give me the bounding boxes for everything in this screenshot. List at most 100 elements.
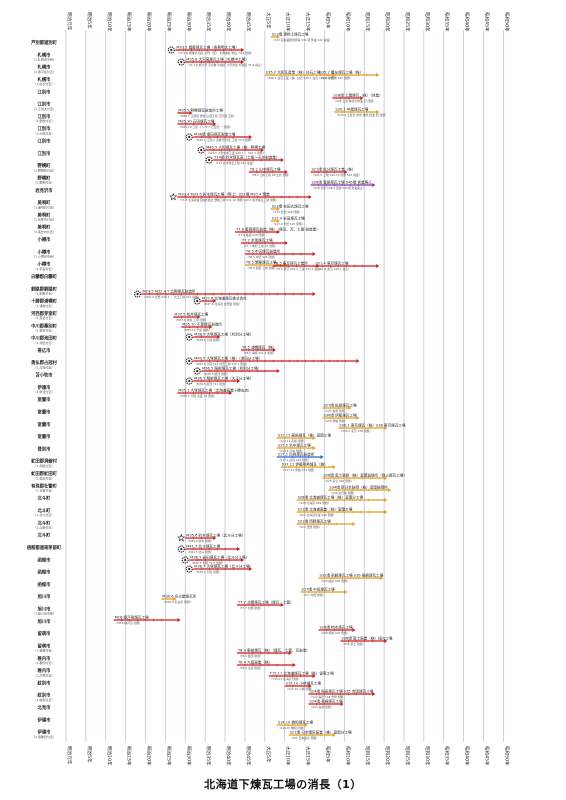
factory-note: （S24 長崎 閉鎖） [310,705,334,709]
year-label-top: 明治25年 [165,12,172,32]
year-label-bottom: 昭和5年 [324,746,331,763]
bar-arrow [229,391,233,395]
bar-arrow [213,299,217,303]
bar-arrow [280,158,284,162]
region-label: 十勝郡浦幌町 [31,298,57,305]
region-label: 河西郡芽室町 [30,310,57,317]
region-sublabel: （1.野幌町付近） [32,167,56,172]
region-sublabel: （1.伊達付近） [34,389,55,394]
factory-note: （S23 完稼業経営者等 S30 頃 休業 S32 廃業） [272,38,333,42]
factory-label: S17.9 米田煉瓦工場 [272,215,305,220]
factory-label: T8.2 山中煉瓦工場 [249,166,281,171]
region-sublabel: （1.紋別付近） [34,697,55,702]
region-label: 北斗町 [38,532,52,539]
region-sublabel: （3.白石付近） [34,81,55,86]
gear-icon-hub [208,158,211,162]
factory-label: S21.4 東京煉瓦工場 [316,260,349,265]
region-label: 札幌市 [37,76,52,83]
factory-note: （S28 富士 S45 閉鎖） [323,479,353,483]
region-label: 江別市 [38,113,52,120]
factory-note: （M35.10 江別 ノンペツ 石田氏 一 閉鎖） [178,125,232,129]
year-label-bottom: 昭和25年 [404,746,411,766]
region-sublabel: （1.壮瞥付近） [34,488,55,493]
bar-arrow [177,618,181,622]
bar-arrow [308,195,312,199]
gear-icon-hub [200,148,203,152]
factory-note: （M40.5 大塚 S41 池田工場 S45.1 閉鎖） [194,362,248,366]
bar-arrow [276,207,280,211]
factory-label: T8.4 大庭窯業（株） [237,659,272,664]
bar-arrow [312,436,316,440]
factory-note: （S17.1 白鳥 S29 閉鎖） [278,458,311,462]
factory-label: M37.5 松井煉瓦工場 [174,311,208,316]
year-label-bottom: 明治30年 [185,746,192,766]
region-sublabel: （2.上磯付近） [34,525,55,530]
region-label: 小樽市 [37,248,52,255]
factory-note: （S21 北海道窯業 S48 閉鎖） [298,513,337,517]
factory-note: （M16 楠戸島 閉鎖） [115,621,142,625]
region-sublabel: （1.占冠付近） [34,364,55,369]
factory-note: （T8.5 東京 S24.1 工業 S34.1 廃止） [274,267,323,271]
factory-note: （M41.5 北斗 閉鎖） [186,550,213,554]
factory-note: （S21 日本電気 閉鎖） [290,736,320,740]
factory-note: （M38.5 大塚 閉鎖） [194,338,221,342]
region-sublabel: （1.旭川旧市街） [32,611,56,616]
bar-arrow [276,219,280,223]
region-sublabel: （1.芽室付近） [34,315,55,320]
year-label-top: 昭和45年 [483,12,490,32]
gear-icon [177,58,185,66]
gear-icon-hub [180,547,183,551]
region-label: 芦別都道別町 [31,39,57,46]
factory-label: S34頃 新日本製鐵（株）室蘭製鐵所 [329,484,388,489]
factory-label: S36.1 東京煉瓦（株）S38 東京煉瓦工場 [339,422,406,427]
bar-arrow [356,416,360,420]
year-label-top: 明治5年 [86,12,93,29]
bar-arrow [372,183,376,187]
region-label: 苫小牧市 [35,372,53,379]
year-label-bottom: 明治10年 [106,746,113,766]
region-sublabel: （2.光珠内付近） [32,217,56,222]
bar-arrow [340,702,344,706]
year-label-bottom: 大正5年 [265,746,272,763]
region-label: 中川郡幕別町 [31,322,57,329]
region-label: 留萌市 [38,630,52,637]
region-sublabel: （2.豊平区付近） [32,69,56,74]
region-label: 江別市 [38,88,52,95]
year-label-top: 明治元年 [66,12,73,31]
region-label: 稚内市 [38,655,52,662]
year-label-top: 昭和40年 [464,12,471,32]
factory-label: S17頃 中田煉瓦工場 [302,586,336,591]
region-sublabel: （2.野幌付近） [34,118,55,123]
region-label: 北見市 [38,704,52,711]
factory-note: （T7.7 北郷 閉鎖） [238,606,263,610]
region-label: 函館市 [38,556,52,563]
year-label-bottom: 昭和20年 [384,746,391,766]
factory-label: M33.4 M33.5 鈴木煉瓦工場（野上）S52頃 M37.4 閉業 [178,191,270,196]
factory-note: （T8.4 大庭 閉鎖） [238,666,263,670]
factory-note: （S17.9 米田 S25 閉鎖） [272,222,305,226]
region-label: 旭川市 [37,606,52,613]
factory-label: S28頃 北海道煉瓦工場（株）室蘭分工場 [298,494,364,499]
gear-icon-hub [184,558,187,562]
factory-note: （S26.1 白石工業（株）白石 S28.1 白石 S34.1 閉鎖） [266,76,336,80]
factory-note: （S28 土屋 株式の休業 旧 閉鎖） [333,99,375,103]
year-label-bottom: 昭和40年 [464,746,471,766]
factory-label: T8.5 中沢煉瓦製造所 [245,248,281,253]
factory-label: T7.6 藤森煉瓦製造（株）（煉瓦、瓦、土管 製造業） [235,226,320,231]
year-label-top: 明治10年 [106,12,113,32]
bar-arrow [240,558,245,562]
factory-note: （T7.7 本別 工場 S7 閉鎖） [242,244,278,248]
gear-icon-hub [188,379,191,383]
year-label-bottom: 明治25年 [165,746,172,766]
region-sublabel: （1.江別太付近） [32,106,56,111]
bar-arrow [384,510,388,514]
factory-label: M24.5 M32.4 T 北野煉瓦製造所 [143,288,196,293]
region-label: 札幌市 [37,51,52,58]
region-label: 旭川市 [37,593,52,600]
factory-label: T15.11 北海道煉瓦工場（株）留萌工場 [269,670,334,675]
bar-arrow [284,170,288,174]
gear-icon [185,333,193,341]
year-label-bottom: 明治5年 [86,746,93,763]
factory-note: （M35.10 千葉 閉鎖） [182,328,211,332]
bar-arrow [197,315,201,319]
